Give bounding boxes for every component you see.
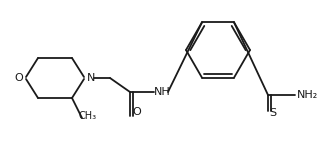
Text: O: O [15,73,24,83]
Text: N: N [87,73,95,83]
Text: NH: NH [154,87,170,97]
Text: S: S [269,108,277,118]
Text: NH₂: NH₂ [296,90,318,100]
Text: O: O [133,107,141,117]
Text: CH₃: CH₃ [79,111,97,121]
